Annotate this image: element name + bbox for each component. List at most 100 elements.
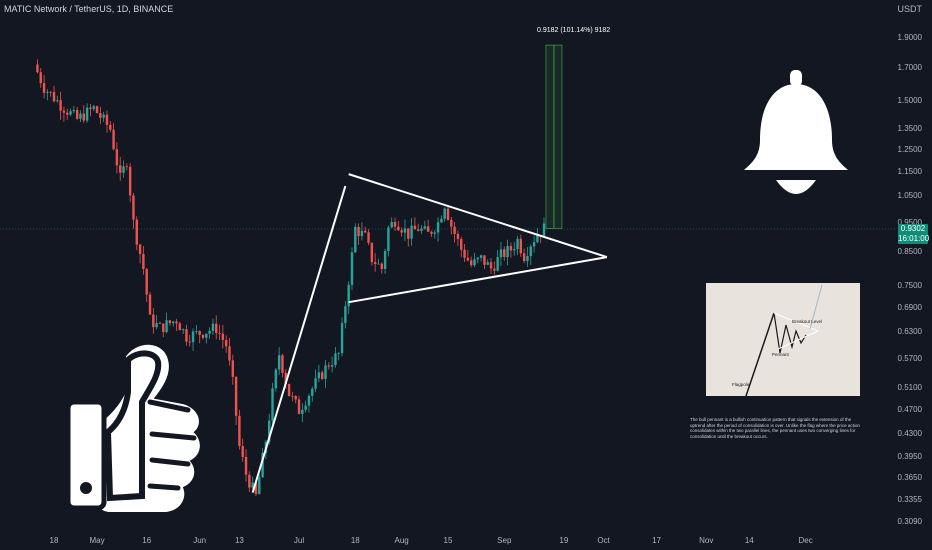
candle-body [72, 110, 76, 112]
candle-body [155, 323, 158, 328]
candle-body [36, 64, 39, 73]
candle-body [417, 229, 420, 231]
last-price-value: 0.9302 [900, 224, 926, 233]
candle-body [188, 341, 191, 343]
candle-body [317, 372, 321, 379]
candle-body [39, 72, 42, 84]
thumbs-up-icon [65, 344, 200, 512]
last-price-badge: 0.9302 16:01:00 [898, 224, 930, 244]
candle-body [476, 257, 479, 260]
price-tick-label: 1.7000 [897, 62, 922, 72]
candle-body [125, 166, 129, 168]
candle-body [423, 226, 427, 229]
candle-body [529, 246, 532, 257]
candle-body [340, 323, 344, 354]
candle-body [115, 149, 119, 166]
price-tick-label: 0.3090 [897, 517, 922, 526]
candle-body [496, 257, 499, 271]
candle-body [251, 482, 254, 488]
time-tick-label: Aug [394, 536, 409, 545]
price-tick-label: 0.6900 [897, 302, 922, 312]
candle-body [191, 331, 195, 343]
candle-body [142, 254, 145, 270]
time-tick-label: 17 [652, 536, 662, 545]
candle-body [138, 244, 142, 255]
candle-body [66, 112, 69, 115]
candle-body [148, 294, 152, 315]
price-tick-label: 0.3950 [897, 451, 922, 461]
candle-body [119, 165, 122, 173]
candle-body [152, 314, 155, 328]
candle-body [132, 195, 135, 220]
candle-body [241, 445, 244, 457]
candle-body [307, 395, 311, 406]
candle-body [297, 399, 301, 414]
price-tick-label: 1.2500 [897, 144, 922, 154]
candle-body [128, 166, 132, 196]
candle-body [277, 355, 281, 370]
candle-body [314, 378, 317, 389]
candle-body [493, 268, 496, 271]
candle-body [268, 420, 271, 442]
candle-body [205, 333, 208, 338]
candle-body [62, 110, 66, 113]
candle-body [403, 228, 407, 233]
candle-body [516, 238, 519, 250]
pennant-upper-line [348, 173, 608, 259]
candle-body [377, 263, 380, 265]
candle-body [82, 113, 85, 121]
candle-body [75, 110, 79, 119]
candle-body [509, 245, 513, 251]
candle-body [407, 228, 410, 239]
candle-body [443, 208, 446, 219]
candle-body [99, 113, 102, 118]
candle-body [430, 231, 433, 234]
candle-body [102, 114, 105, 118]
candle-body [453, 226, 456, 234]
time-tick-label: Jun [193, 536, 207, 545]
time-tick-label: Oct [597, 536, 610, 545]
candle-body [238, 415, 241, 446]
candle-body [171, 321, 175, 324]
breakout-line [809, 284, 823, 330]
candle-body [254, 482, 258, 495]
candle-body [503, 249, 506, 258]
price-tick-label: 1.1500 [897, 166, 922, 176]
time-tick-label: 16 [142, 536, 152, 545]
candle-body [506, 245, 509, 258]
time-tick-label: Sep [497, 536, 512, 545]
price-tick-label: 0.8500 [897, 247, 922, 257]
time-tick-label: 18 [350, 536, 360, 545]
candle-body [271, 388, 274, 421]
symbol-header: MATIC Network / TetherUS, 1D, BINANCE [4, 4, 174, 14]
candle-body [390, 222, 393, 228]
candle-body [49, 91, 52, 93]
candle-body [105, 114, 109, 125]
flagpole-line [251, 185, 347, 493]
candle-body [373, 262, 377, 265]
candle-body [344, 306, 347, 324]
candle-body [281, 355, 284, 373]
candle-body [367, 232, 370, 243]
time-tick-label: Nov [699, 536, 714, 545]
candle-body [258, 477, 261, 495]
candle-body [244, 456, 248, 475]
candle-body [450, 219, 453, 227]
price-tick-label: 0.3650 [897, 472, 922, 482]
price-tick-label: 0.9500 [897, 217, 922, 227]
candle-body [291, 396, 294, 397]
candle-body [145, 269, 148, 295]
time-tick-label: May [89, 536, 105, 545]
pattern-drawings [251, 44, 608, 493]
candle-body [52, 92, 56, 102]
candle-body [536, 235, 539, 243]
bar-countdown: 16:01:00 [898, 234, 930, 243]
candle-body [56, 100, 59, 102]
price-tick-label: 0.7500 [897, 280, 922, 290]
candle-body [513, 249, 516, 251]
candle-body [347, 284, 350, 307]
candle-body [354, 226, 357, 253]
candle-body [334, 353, 337, 366]
